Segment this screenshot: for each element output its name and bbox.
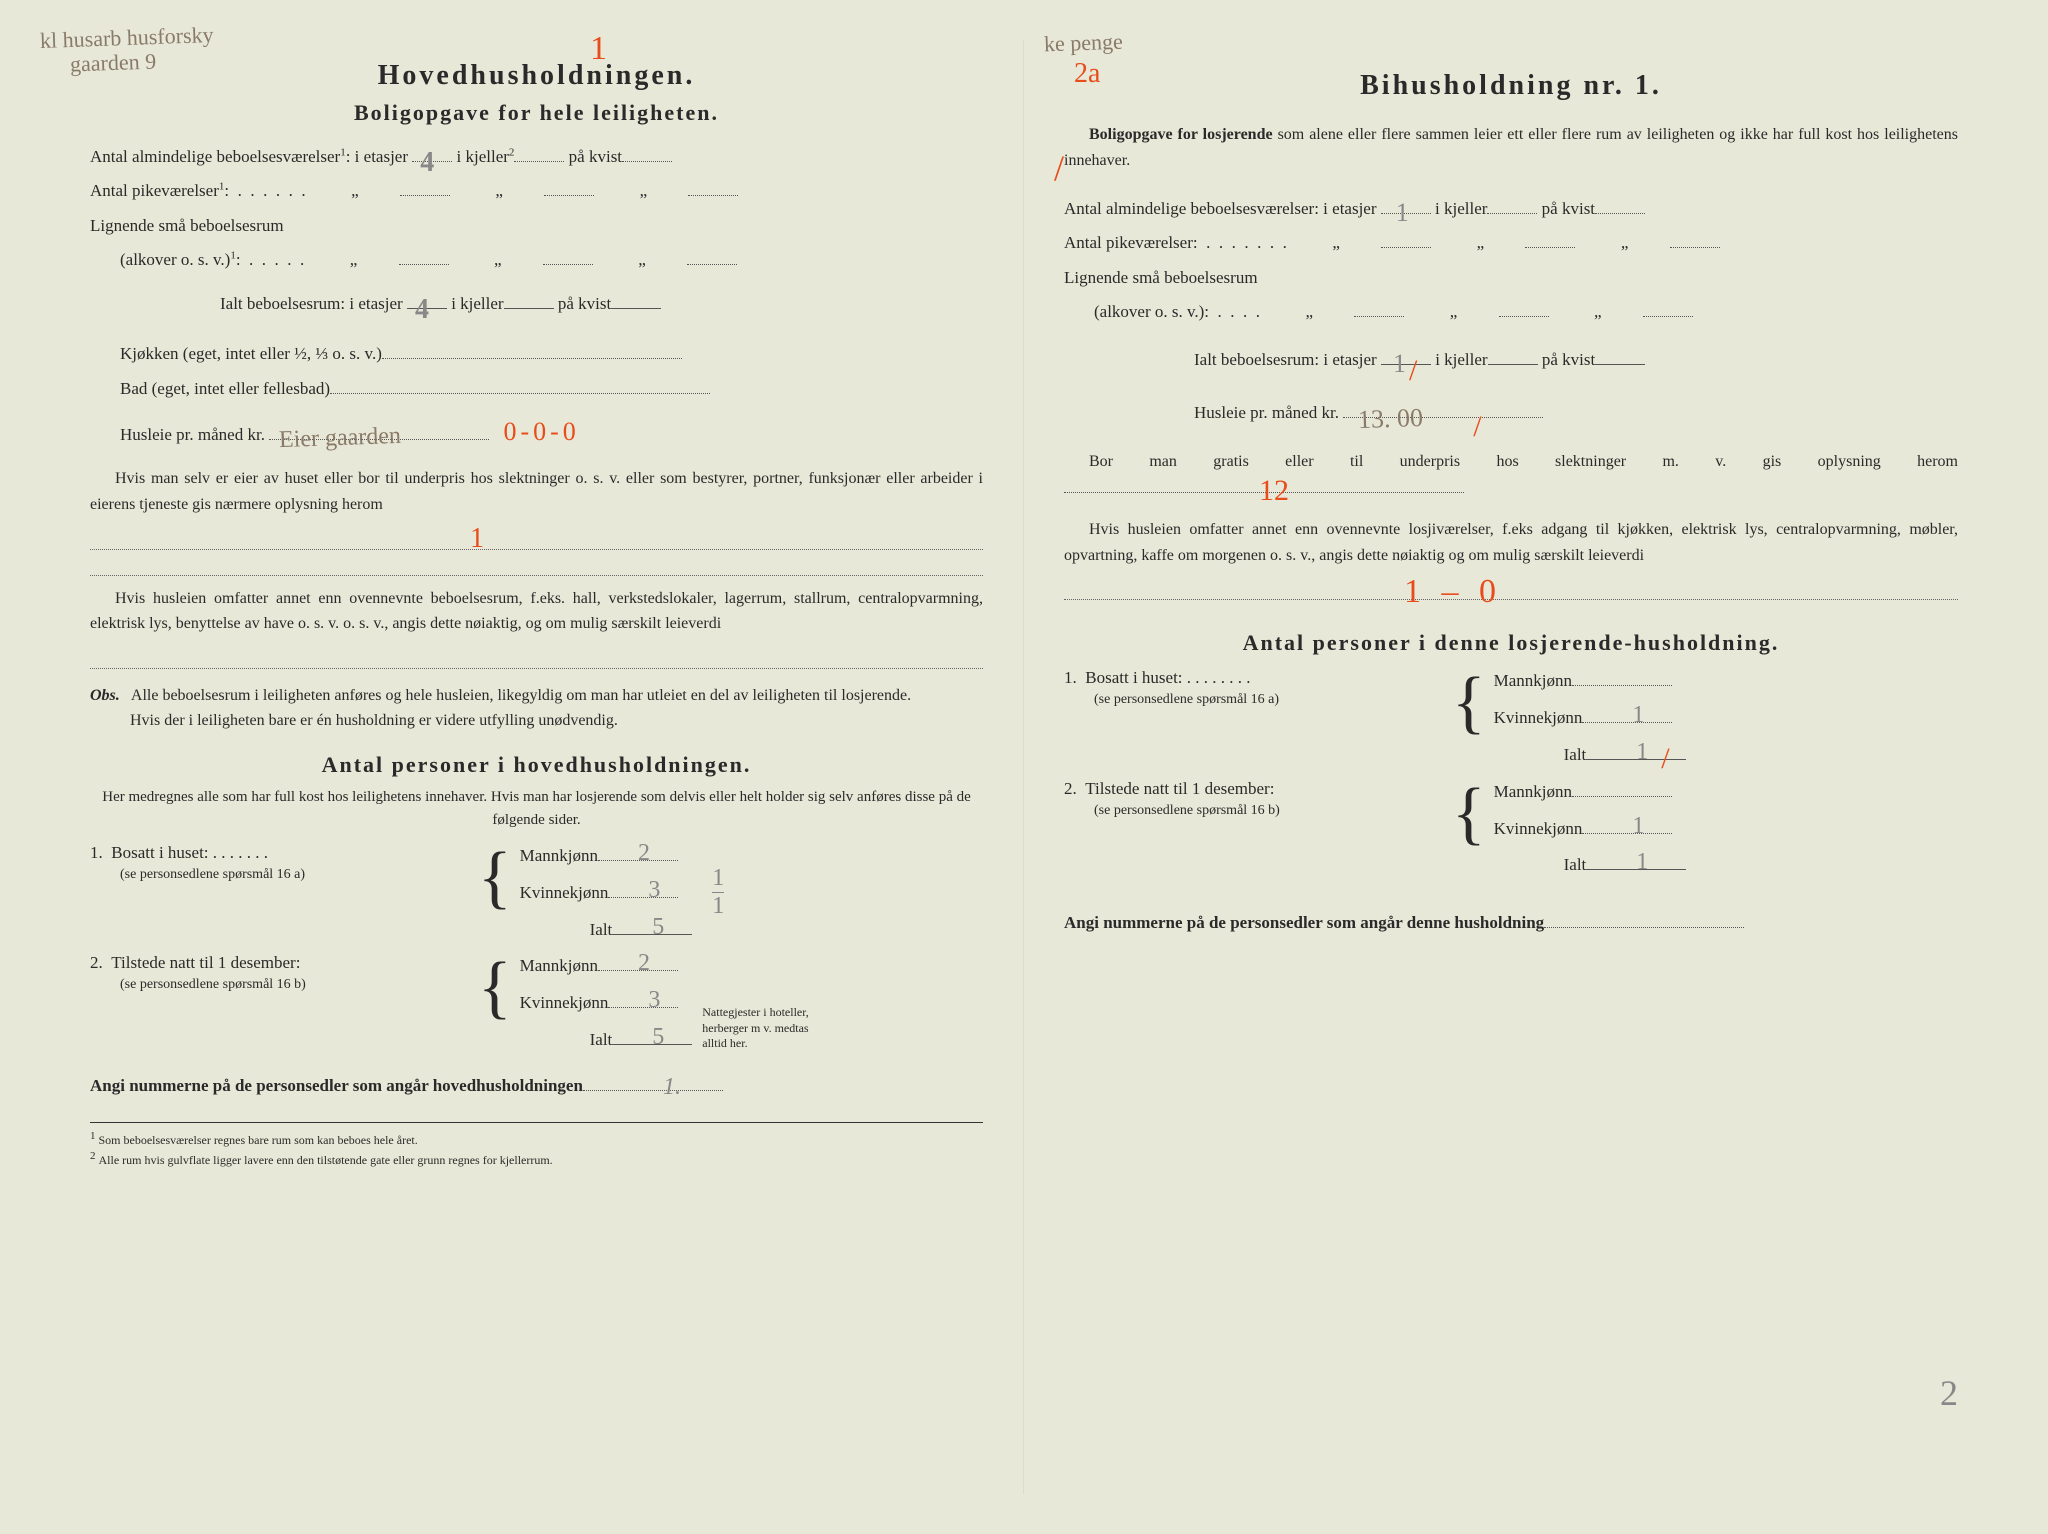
para2-r: Hvis husleien omfatter annet enn ovennev… xyxy=(1064,517,1958,568)
sidenote: Nattegjester i hoteller, herberger m v. … xyxy=(702,1005,832,1052)
blank-line xyxy=(90,554,983,576)
bor-gratis: Bor man gratis eller til underpris hos s… xyxy=(1064,449,1958,501)
line-husleie: Husleie pr. måned kr. Eier gaarden 0-0-0 xyxy=(90,407,983,456)
line-beboelse: Antal almindelige beboelsesværelser1: i … xyxy=(90,141,983,173)
right-page: ke penge 2a Bihusholdning nr. 1. / Bolig… xyxy=(1024,40,1998,1494)
subtitle-left: Boligopgave for hele leiligheten. xyxy=(90,100,983,126)
line-ialt: Ialt beboelsesrum: i etasjer 4 i kjeller… xyxy=(90,288,983,320)
blank-line xyxy=(90,647,983,669)
persons-title-left: Antal personer i hovedhusholdningen. xyxy=(90,752,983,778)
red-mark-topright: 2a xyxy=(1074,58,1100,90)
blank-line-r: 1 – 0 xyxy=(1064,578,1958,600)
line-lignende-ar: Lignende små beboelsesrum xyxy=(1064,262,1958,294)
footnotes: 1 Som beboelsesværelser regnes bare rum … xyxy=(90,1122,983,1169)
handwriting-topleft2: gaarden 9 xyxy=(70,49,157,78)
line-kjokken: Kjøkken (eget, intet eller ½, ⅓ o. s. v.… xyxy=(90,338,983,370)
row-tilstede: 2. Tilstede natt til 1 desember: (se per… xyxy=(90,953,983,1051)
row-tilstede-r: 2. Tilstede natt til 1 desember: (se per… xyxy=(1064,779,1958,877)
obs-block: Obs. Alle beboelsesrum i leiligheten anf… xyxy=(90,683,983,734)
line-beboelse-r: Antal almindelige beboelsesværelser: i e… xyxy=(1064,193,1958,225)
red-mark-top: 1 xyxy=(590,30,607,68)
angi-left: Angi nummerne på de personsedler som ang… xyxy=(90,1070,983,1102)
row-bosatt-r: 1. Bosatt i huset: . . . . . . . . (se p… xyxy=(1064,668,1958,766)
para-top-right: / Boligopgave for losjerende Boligopgave… xyxy=(1064,122,1958,173)
main-title-right: Bihusholdning nr. 1. xyxy=(1064,70,1958,102)
hw-angi-r: 2 xyxy=(1940,1372,1958,1414)
line-ialt-r: Ialt beboelsesrum: i etasjer 1/ i kjelle… xyxy=(1064,344,1958,376)
line-bad: Bad (eget, intet eller fellesbad) xyxy=(90,373,983,405)
persons-sub-left: Her medregnes alle som har full kost hos… xyxy=(90,786,983,831)
line-lignende-br: (alkover o. s. v.): . . . . „ „ „ xyxy=(1064,296,1958,328)
para-eier: Hvis man selv er eier av huset eller bor… xyxy=(90,466,983,517)
line-pike-r: Antal pikeværelser: . . . . . . . „ „ „ xyxy=(1064,227,1958,259)
left-page: kl husarb husforsky gaarden 9 1 Hovedhus… xyxy=(50,40,1024,1494)
line-pike: Antal pikeværelser1: . . . . . . „ „ „ xyxy=(90,175,983,207)
line-lignende-b: (alkover o. s. v.)1: . . . . . „ „ „ xyxy=(90,244,983,276)
blank-line: 1 xyxy=(90,528,983,550)
para-husleie: Hvis husleien omfatter annet enn ovennev… xyxy=(90,586,983,637)
row-bosatt: 1. Bosatt i huset: . . . . . . . (se per… xyxy=(90,843,983,941)
handwriting-topright: ke penge xyxy=(1044,29,1124,58)
line-husleie-r: Husleie pr. måned kr. 13. 00/ xyxy=(1064,397,1958,429)
persons-title-right: Antal personer i denne losjerende-hushol… xyxy=(1064,630,1958,656)
main-title-left: Hovedhusholdningen. xyxy=(90,60,983,92)
line-lignende-a: Lignende små beboelsesrum xyxy=(90,210,983,242)
angi-right: Angi nummerne på de personsedler som ang… xyxy=(1064,907,1958,939)
